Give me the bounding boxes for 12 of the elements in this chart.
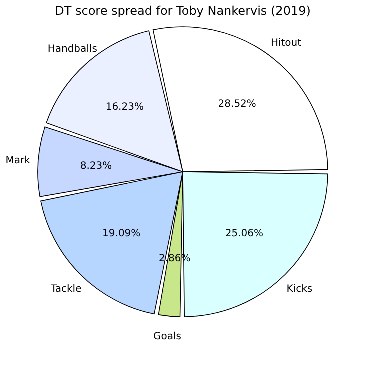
slice-label: Hitout	[270, 38, 302, 49]
data-label: 16.23%	[106, 102, 144, 114]
chart-title: DT score spread for Toby Nankervis (2019)	[55, 4, 311, 18]
slice-label: Mark	[6, 155, 31, 166]
slice-label: Handballs	[48, 44, 98, 55]
data-label: 8.23%	[80, 160, 112, 172]
data-label: 19.09%	[102, 228, 141, 240]
slice-label: Goals	[154, 332, 182, 343]
data-label: 25.06%	[225, 228, 264, 240]
slice-label: Kicks	[286, 284, 313, 296]
slice-label: Tackle	[50, 284, 82, 296]
data-label: 28.52%	[218, 99, 256, 110]
